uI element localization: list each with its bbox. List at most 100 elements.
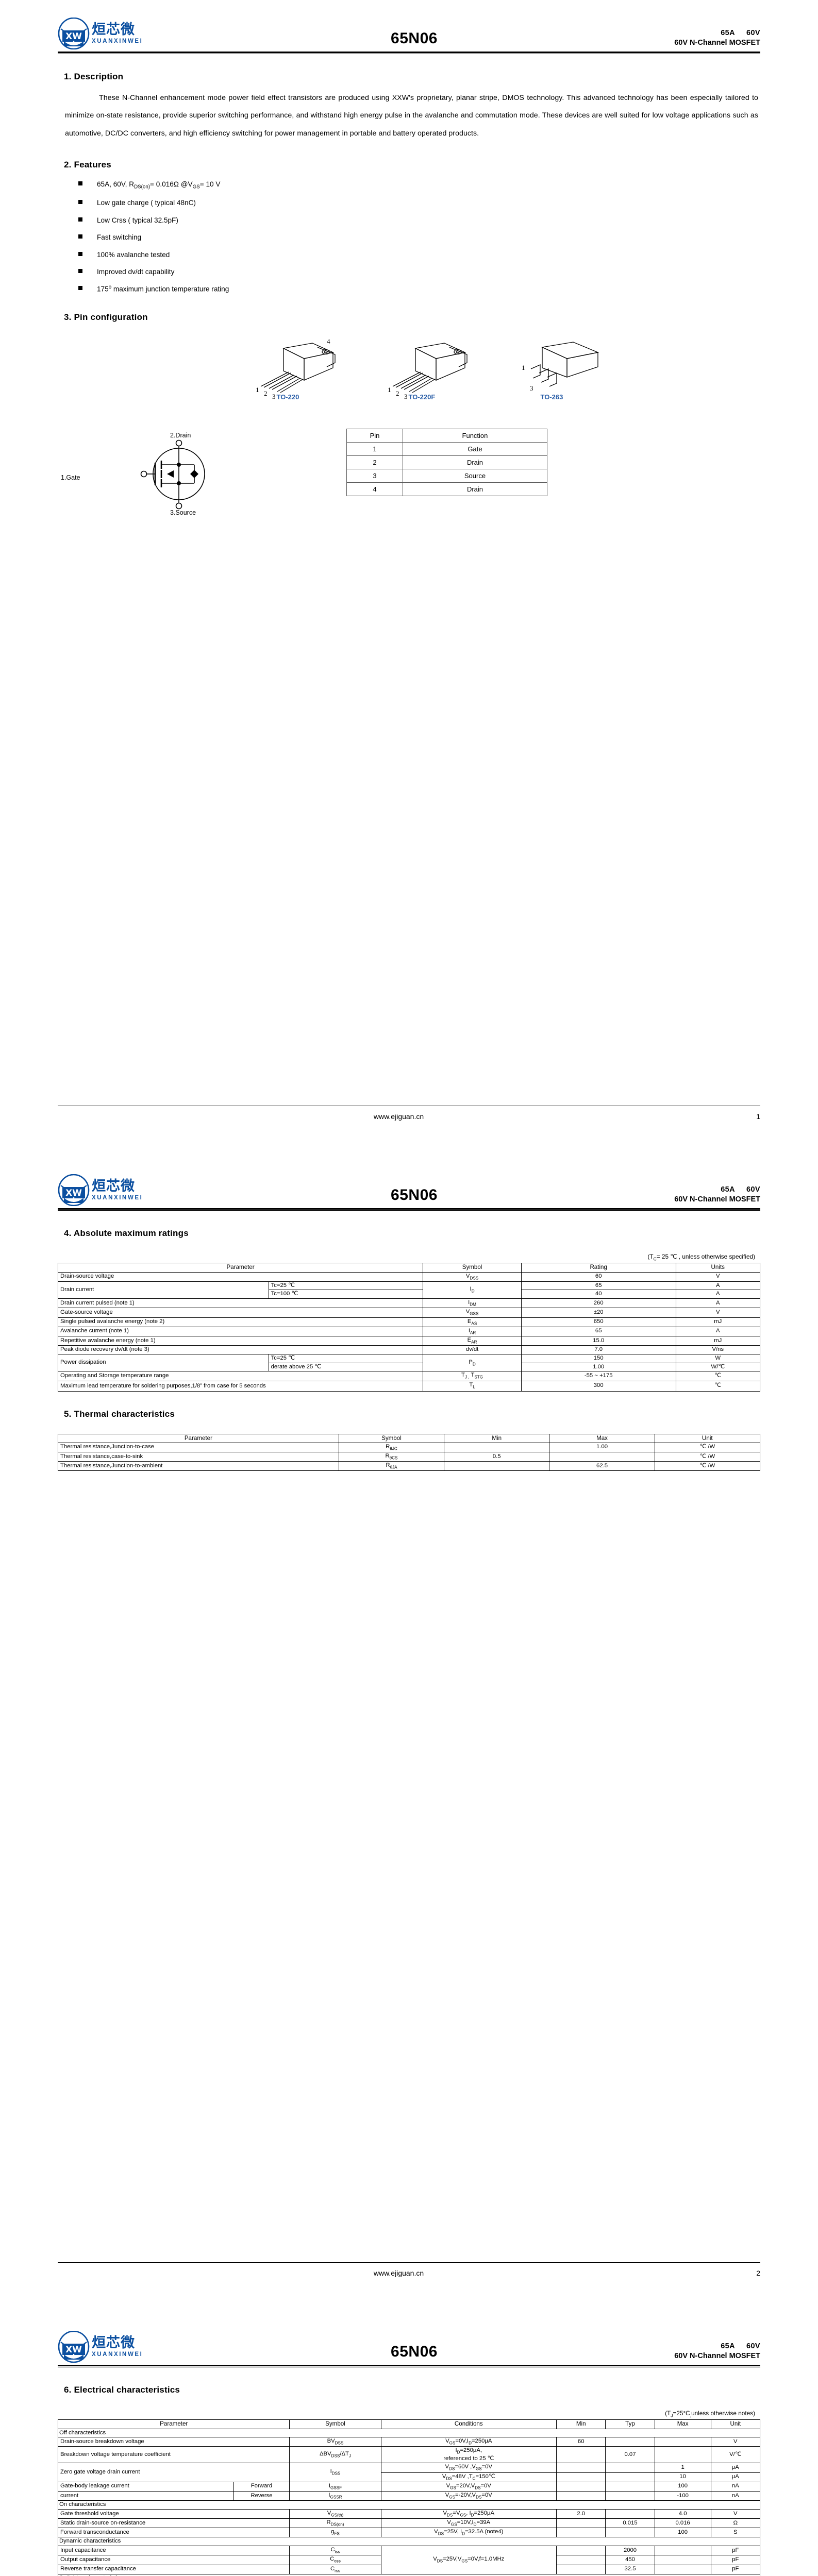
page-2: XW 烜芯微 XUANXINWEI 65N06 65A 60V 60V N-Cha… [0,1157,818,2313]
footer-website[interactable]: www.ejiguan.cn [373,2269,424,2277]
param-rating: 260 [521,1298,676,1309]
svg-text:4: 4 [327,339,330,345]
logo-icon: XW [58,1174,90,1207]
table-row: 1 Gate [346,442,548,456]
param-symbol: RDS(on) [289,2518,381,2529]
table-row: Single pulsed avalanche energy (note 2) … [57,1317,761,1327]
param-units: V/ns [675,1345,761,1354]
param-typ [605,2490,655,2501]
param-rating: 150 [521,1353,676,1363]
param-units: W/℃ [675,1362,761,1372]
group-label-dynamic: Dynamic characteristics [58,2537,760,2547]
logo-chinese-name: 烜芯微 [92,2335,135,2351]
param-name: Thermal resistance,case-to-sink [58,1451,339,1462]
param-typ: 32.5 [605,2564,655,2574]
param-direction: Reverse [233,2490,290,2501]
param-min [556,2481,606,2492]
param-name: Zero gate voltage drain current [57,2463,290,2482]
param-unit: pF [710,2555,761,2565]
section-title-description: 1. Description [64,72,124,81]
table-row: Repetitive avalanche energy (note 1) EAR… [57,1335,761,1346]
pin-number: 1 [346,442,403,456]
param-unit: ℃ /W [654,1461,761,1471]
package-to220f: 1 2 3 TO-220F [376,339,484,401]
param-typ: 450 [605,2555,655,2565]
param-max: 62.5 [549,1461,655,1471]
param-symbol: TL [423,1380,522,1392]
param-unit: pF [710,2564,761,2574]
param-typ [605,2509,655,2519]
param-unit: Ω [710,2518,761,2529]
param-min [556,2518,606,2529]
footer-website[interactable]: www.ejiguan.cn [373,1112,424,1121]
logo-icon: XW [58,17,90,50]
description-text: These N-Channel enhancement mode power f… [65,89,758,142]
param-name: Single pulsed avalanche energy (note 2) [57,1317,424,1327]
logo-chinese-name: 烜芯微 [92,1178,135,1195]
table-row: Reverse transfer capacitance Crss 32.5 p… [57,2564,761,2574]
param-max: 100 [654,2528,711,2538]
param-name: Reverse transfer capacitance [57,2564,290,2574]
logo-english-name: XUANXINWEI [92,1194,143,1201]
param-max: 10 [654,2472,711,2482]
param-symbol: VDSS [423,1272,522,1282]
group-label-on: On characteristics [58,2500,760,2510]
section-title-pin-configuration: 3. Pin configuration [64,312,148,323]
param-units: A [675,1290,761,1299]
table-row: VDS=48V ,TC=150℃ 10 μA [58,2472,761,2482]
table-row: Avalanche current (note 1) IAR 65 A [57,1326,761,1336]
logo-icon: XW [58,2330,90,2363]
param-rating: 60 [521,1272,676,1282]
features-list: 65A, 60V, RDS(on)= 0.016Ω @VGS= 10 V Low… [78,179,760,295]
svg-text:XW: XW [65,2345,82,2355]
param-name: Drain-source breakdown voltage [57,2437,290,2447]
company-logo: XW 烜芯微 XUANXINWEI [58,2330,238,2363]
logo-chinese-name: 烜芯微 [92,22,135,38]
param-units: ℃ [675,1371,761,1381]
param-min: 2.0 [556,2509,606,2519]
electrical-condition-note: (TJ=25°C,unless otherwise notes) [665,2410,755,2418]
param-symbol: IDM [423,1298,522,1309]
param-name: Power dissipation [58,1353,269,1372]
rating-current: 65A [721,2342,735,2350]
param-symbol: Ciss [289,2546,381,2556]
param-name: Gate-body leakage current [58,2481,234,2492]
param-name: Output capacitance [57,2555,290,2565]
table-row: Forward transconductance gFS VDS=25V, ID… [57,2528,761,2538]
pin-number: 2 [346,455,403,470]
svg-text:2: 2 [396,389,399,397]
param-typ: 0.07 [605,2446,655,2464]
param-rating: 15.0 [521,1335,676,1346]
col-unit: Unit [654,1433,761,1443]
param-name: Drain current [58,1281,269,1299]
param-symbol: PD [423,1353,522,1372]
param-rating: -55 ~ +175 [521,1371,676,1381]
param-unit: ℃ /W [654,1442,761,1452]
rating-voltage: 60V [746,28,760,37]
param-typ: 2000 [605,2546,655,2556]
part-number: 65N06 [391,2343,438,2360]
param-condition: derate above 25 ℃ [268,1362,424,1372]
param-conditions: VDS=25V, ID=32.5A (note4) [380,2528,557,2538]
param-rating: 650 [521,1317,676,1327]
table-row: Gate-source voltage VGSS ±20 V [57,1308,761,1318]
param-symbol: gFS [289,2528,381,2538]
logo-english-name: XUANXINWEI [92,38,143,44]
logo-english-name: XUANXINWEI [92,2351,143,2358]
col-parameter: Parameter [57,2419,290,2429]
param-name: Thermal resistance,Junction-to-case [58,1442,339,1452]
param-symbol: VGS(th) [289,2509,381,2519]
param-conditions: VDS=25V,VGS=0V,f=1.0MHz [380,2546,557,2574]
param-name: Drain-source voltage [57,1272,424,1282]
header-rule [58,52,760,53]
svg-text:3: 3 [404,393,408,400]
param-max: 1.00 [549,1442,655,1452]
package-to263: 1 3 TO-263 [508,339,616,401]
col-function: Function [402,429,548,443]
abs-max-condition-note: (TC= 25 ℃ , unless otherwise specified) [647,1253,755,1262]
param-units: V [675,1308,761,1318]
param-min: 0.5 [444,1451,550,1462]
param-units: ℃ [675,1380,761,1392]
param-typ [605,2528,655,2538]
symbol-and-pin-table: 1.Gate 2.Drain 3.Source Pin Function 1 G… [58,425,760,528]
